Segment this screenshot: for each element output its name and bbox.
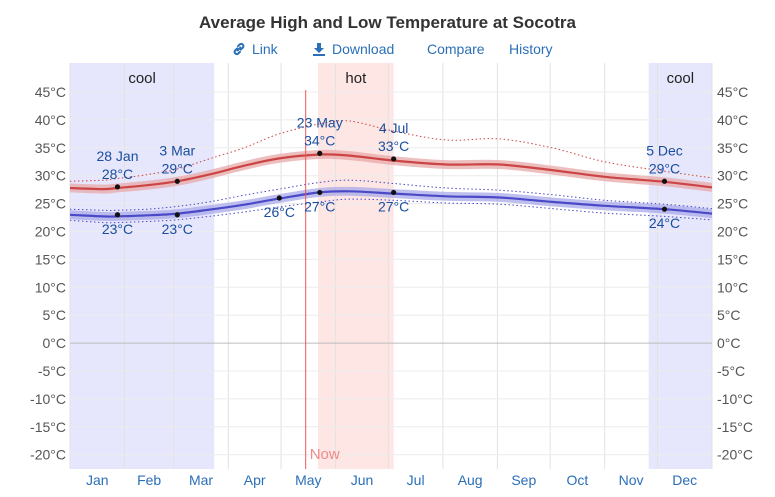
high-annotation-dot (317, 150, 323, 156)
x-tick-label: May (295, 472, 321, 488)
y-tick-label-left: 35°C (35, 140, 66, 156)
y-tick-label-right: -10°C (717, 391, 753, 407)
y-tick-label-left: 25°C (35, 196, 66, 212)
y-tick-label-right: 5°C (717, 307, 741, 323)
x-tick-label: Nov (619, 472, 644, 488)
high-annotation-value: 33°C (378, 138, 409, 154)
y-tick-label-right: 40°C (717, 112, 748, 128)
history-label: History (509, 41, 553, 57)
y-tick-label-right: 0°C (717, 335, 741, 351)
link-label: Link (252, 41, 278, 57)
y-tick-label-right: 10°C (717, 279, 748, 295)
y-tick-label-left: 5°C (43, 307, 67, 323)
y-tick-label-right: 45°C (717, 84, 748, 100)
y-tick-label-right: -20°C (717, 447, 753, 463)
x-tick-label: Aug (458, 472, 483, 488)
low-annotation-dot (276, 195, 282, 201)
y-tick-label-left: -15°C (30, 419, 66, 435)
high-annotation-value: 29°C (162, 160, 193, 176)
y-tick-label-left: -10°C (30, 391, 66, 407)
season-label: hot (345, 70, 367, 87)
compare-button[interactable]: Compare (427, 41, 485, 57)
y-tick-label-left: 40°C (35, 112, 66, 128)
y-tick-label-left: -20°C (30, 447, 66, 463)
y-tick-label-right: 25°C (717, 196, 748, 212)
high-annotation-date: 5 Dec (646, 142, 683, 158)
y-tick-label-left: 10°C (35, 279, 66, 295)
low-annotation-value: 23°C (162, 221, 193, 237)
season-label: cool (128, 70, 156, 87)
low-annotation-value: 27°C (304, 198, 335, 214)
x-tick-label: Jun (351, 472, 374, 488)
x-tick-label: Oct (567, 472, 589, 488)
high-annotation-date: 4 Jul (379, 120, 409, 136)
season-label: cool (667, 70, 695, 87)
season-band (648, 63, 712, 469)
link-icon (233, 42, 245, 56)
link-button[interactable]: Link (232, 41, 278, 57)
y-tick-label-left: 0°C (43, 335, 67, 351)
low-annotation-dot (114, 212, 121, 218)
x-tick-label: Dec (672, 472, 697, 488)
high-annotation-value: 29°C (649, 160, 680, 176)
x-tick-label: Jul (407, 472, 425, 488)
high-annotation-date: 23 May (297, 114, 343, 130)
high-annotation-value: 34°C (304, 132, 335, 148)
download-button[interactable]: Download (312, 41, 394, 57)
y-tick-label-left: -5°C (38, 363, 66, 379)
download-label: Download (332, 41, 395, 57)
y-tick-label-left: 20°C (35, 224, 66, 240)
history-button[interactable]: History (509, 41, 553, 57)
season-band (318, 63, 394, 469)
high-annotation-dot (114, 184, 121, 190)
high-p90-line (69, 120, 713, 182)
low-annotation-dot (661, 206, 668, 212)
season-band (70, 63, 215, 469)
low-annotation-value: 26°C (264, 204, 295, 220)
x-tick-label: Feb (137, 472, 161, 488)
high-annotation-dot (174, 178, 180, 184)
high-annotation-value: 28°C (102, 166, 133, 182)
y-tick-label-right: -15°C (717, 419, 753, 435)
x-tick-label: Apr (244, 472, 266, 488)
low-annotation-dot (317, 189, 323, 196)
high-band (70, 149, 712, 194)
y-tick-label-left: 45°C (35, 84, 66, 100)
y-tick-label-right: 15°C (717, 251, 748, 267)
x-tick-label: Jan (86, 472, 109, 488)
chart-title: Average High and Low Temperature at Soco… (199, 13, 576, 32)
low-p10-line (69, 198, 713, 224)
low-annotation-value: 23°C (102, 221, 133, 237)
y-tick-label-left: 30°C (35, 168, 66, 184)
high-annotation-dot (661, 178, 668, 184)
y-tick-label-right: 35°C (717, 140, 748, 156)
low-annotation-dot (174, 212, 180, 218)
high-annotation-date: 28 Jan (96, 148, 138, 164)
y-tick-label-right: 30°C (717, 168, 748, 184)
now-label: Now (310, 446, 340, 463)
low-annotation-value: 27°C (378, 198, 409, 214)
x-tick-label: Sep (511, 472, 536, 488)
chart-links-bar: Link Download Compare History (0, 41, 775, 61)
download-icon (313, 43, 325, 56)
low-p90-line (69, 179, 713, 211)
y-tick-label-right: -5°C (717, 363, 745, 379)
low-annotation-dot (391, 189, 397, 196)
y-tick-label-left: 15°C (35, 251, 66, 267)
y-tick-label-right: 20°C (717, 224, 748, 240)
x-tick-label: Mar (189, 472, 213, 488)
low-annotation-value: 24°C (649, 215, 680, 231)
high-annotation-dot (391, 156, 397, 162)
high-annotation-date: 3 Mar (159, 142, 195, 158)
compare-label: Compare (427, 41, 485, 57)
